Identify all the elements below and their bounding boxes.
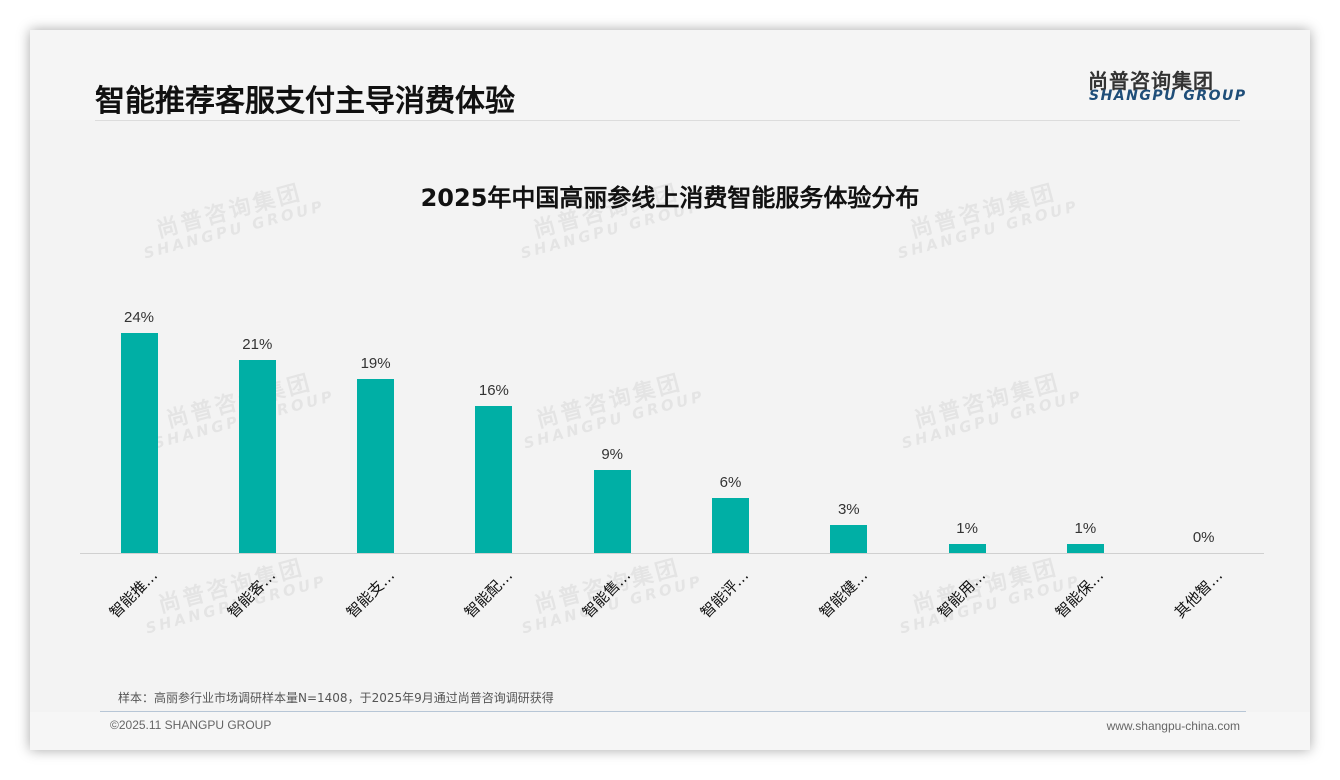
bar [593, 470, 631, 553]
bar [948, 543, 986, 553]
sample-note: 样本：高丽参行业市场调研样本量N=1408，于2025年9月通过尚普咨询调研获得 [118, 691, 554, 705]
category-label: 智能推… [105, 566, 162, 622]
logo-cn: 尚普咨询集团 [1088, 69, 1214, 93]
category-label: 智能配… [460, 566, 517, 622]
data-label: 21% [242, 336, 273, 354]
category-label: 其他智… [1170, 566, 1226, 622]
bar [712, 497, 749, 553]
logo-en: SHANGPU GROUP [1089, 88, 1247, 104]
x-axis-line [80, 553, 1264, 554]
bar [120, 332, 158, 553]
bar [238, 360, 276, 553]
copyright: ©2025.11 SHANGPU GROUP [110, 718, 272, 732]
footer-band [30, 712, 1310, 750]
data-label: 24% [123, 308, 155, 326]
data-label: 1% [956, 519, 978, 537]
website-link[interactable]: www.shangpu-china.com [1106, 719, 1240, 733]
bar [1066, 543, 1104, 553]
data-label: 16% [478, 382, 509, 400]
data-label: 6% [719, 473, 742, 491]
category-label: 智能售… [579, 566, 635, 622]
data-label: 1% [1074, 519, 1097, 537]
slide: 智能推荐客服支付主导消费体验 尚普咨询集团 SHANGPU GROUP 尚普咨询… [30, 30, 1310, 750]
bar [357, 378, 395, 553]
page-title: 智能推荐客服支付主导消费体验 [95, 84, 515, 119]
bar [830, 525, 868, 553]
category-label: 智能用… [934, 566, 990, 622]
data-label: 3% [837, 501, 860, 519]
watermark-cn: 尚普咨询集团 [911, 370, 1064, 434]
footer-divider [100, 711, 1246, 712]
category-label: 智能客… [224, 566, 280, 622]
data-label: 0% [1192, 529, 1215, 546]
title-divider [95, 120, 1240, 121]
chart-title: 2025年中国高丽参线上消费智能服务体验分布 [420, 184, 920, 212]
bar [475, 406, 513, 553]
data-label: 9% [601, 446, 624, 464]
watermark-en: SHANGPU GROUP [521, 386, 707, 453]
data-label: 19% [360, 354, 391, 372]
category-label: 智能评… [697, 566, 753, 622]
header-band [30, 30, 1310, 120]
category-label: 智能支… [342, 566, 398, 622]
watermark-cn: 尚普咨询集团 [909, 555, 1062, 619]
category-label: 智能健… [815, 566, 871, 622]
category-label: 智能保… [1052, 566, 1108, 622]
watermark-cn: 尚普咨询集团 [533, 370, 686, 434]
watermark-en: SHANGPU GROUP [899, 386, 1085, 453]
